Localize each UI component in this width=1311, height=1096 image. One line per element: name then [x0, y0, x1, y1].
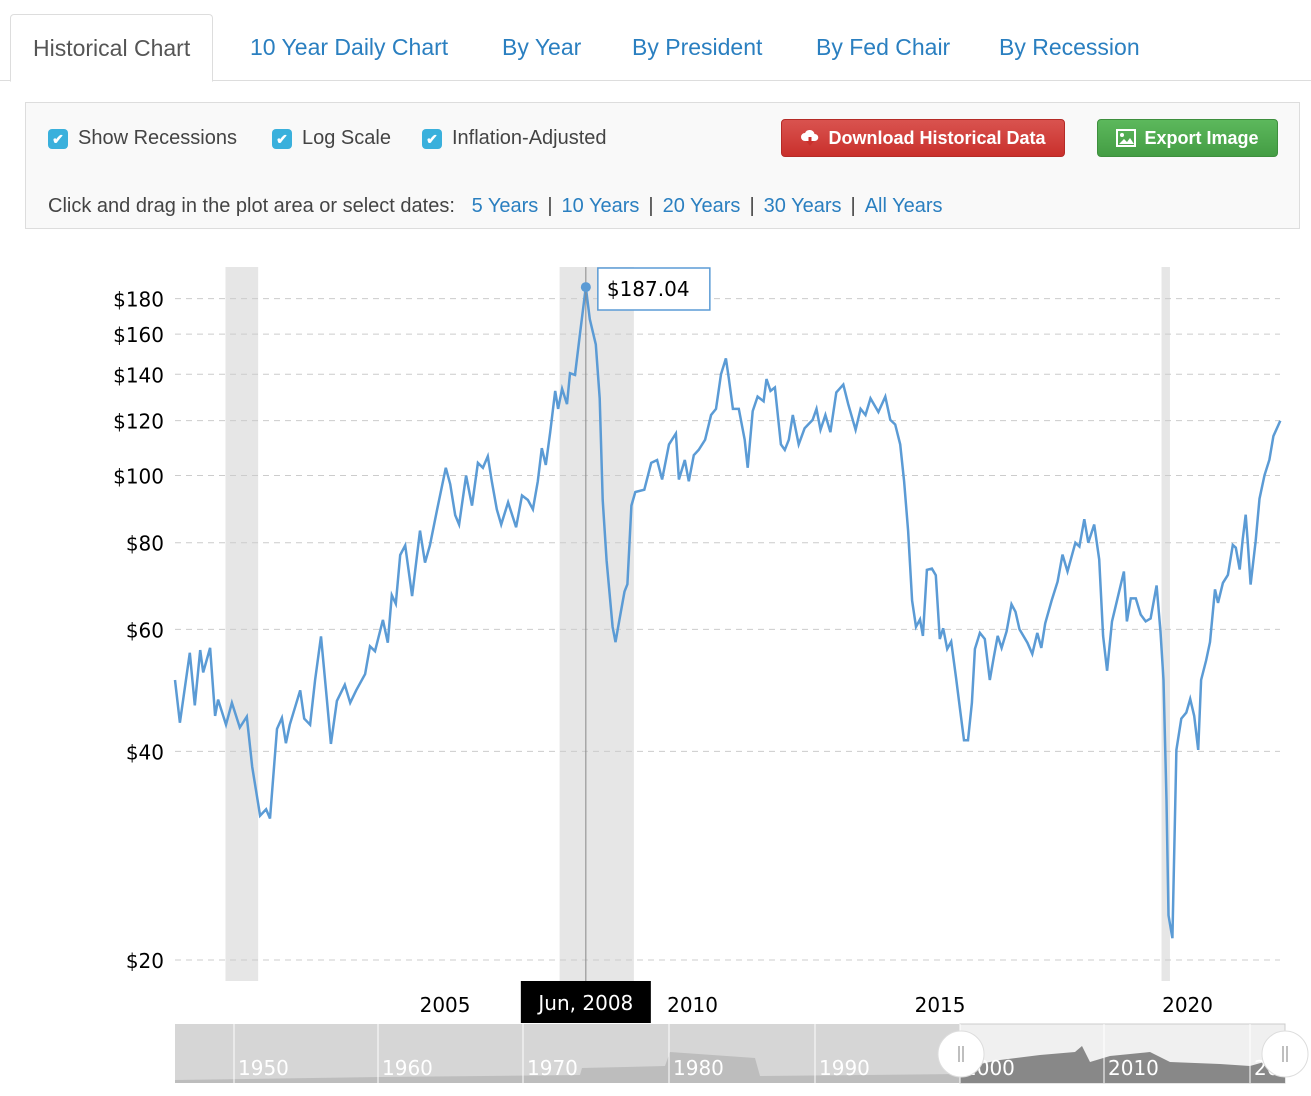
navigator[interactable]: 19501960197019801990200020102020 — [175, 1023, 1309, 1084]
y-tick-label: $60 — [126, 618, 164, 642]
tab-10-year-daily-chart[interactable]: 10 Year Daily Chart — [250, 34, 449, 60]
separator: | — [749, 195, 755, 217]
y-tick-label: $180 — [113, 288, 164, 312]
tab-bar: Historical Chart 10 Year Daily Chart By … — [0, 0, 1311, 82]
separator: | — [547, 195, 553, 217]
y-tick-label: $160 — [113, 323, 164, 347]
recession-band — [559, 267, 634, 981]
date-crosshair-label: Jun, 2008 — [520, 981, 651, 1023]
y-tick-label: $120 — [113, 410, 164, 434]
navigator-year-label: 1970 — [527, 1056, 578, 1080]
tab-historical-chart[interactable]: Historical Chart — [10, 14, 214, 82]
recession-band — [1161, 267, 1170, 981]
range-10-years[interactable]: 10 Years — [561, 195, 640, 217]
y-tick-label: $80 — [126, 532, 164, 556]
x-tick-label: 2005 — [420, 993, 471, 1017]
navigator-year-label: 2010 — [1108, 1056, 1159, 1080]
y-tick-label: $20 — [126, 949, 164, 973]
tab-by-fed-chair[interactable]: By Fed Chair — [816, 34, 951, 60]
navigator-left-handle[interactable] — [937, 1030, 985, 1078]
navigator-year-label: 1960 — [382, 1056, 433, 1080]
show-recessions-checkbox[interactable]: ✔ Show Recessions — [48, 127, 237, 150]
x-tick-label: 2015 — [915, 993, 966, 1017]
navigator-area-history — [175, 1052, 960, 1083]
x-tick-label: 2020 — [1162, 993, 1213, 1017]
navigator-year-label: 1980 — [673, 1056, 724, 1080]
range-20-years[interactable]: 20 Years — [662, 195, 741, 217]
tab-by-president[interactable]: By President — [632, 34, 763, 60]
inflation-adjusted-checkbox[interactable]: ✔ Inflation-Adjusted — [422, 127, 607, 150]
y-tick-label: $100 — [113, 465, 164, 489]
tab-by-year[interactable]: By Year — [502, 34, 582, 60]
y-tick-label: $40 — [126, 740, 164, 764]
separator: | — [648, 195, 654, 217]
range-5-years[interactable]: 5 Years — [471, 195, 539, 217]
download-historical-data-button[interactable]: Download Historical Data — [781, 119, 1065, 157]
checkbox-checked-icon: ✔ — [272, 128, 292, 149]
chart-controls-panel: ✔ Show Recessions ✔ Log Scale ✔ Inflatio… — [25, 102, 1300, 229]
download-label: Download Historical Data — [828, 127, 1046, 148]
export-image-button[interactable]: Export Image — [1097, 119, 1278, 157]
navigator-year-label: 1950 — [238, 1056, 289, 1080]
x-tick-label: 2010 — [667, 993, 718, 1017]
checkbox-checked-icon: ✔ — [48, 128, 68, 149]
tooltip-value: $187.04 — [607, 277, 690, 301]
range-30-years[interactable]: 30 Years — [763, 195, 842, 217]
navigator-mask — [175, 1024, 960, 1083]
export-label: Export Image — [1144, 127, 1259, 148]
navigator-year-label: 1990 — [819, 1056, 870, 1080]
recession-band — [225, 267, 259, 981]
image-icon — [1116, 129, 1137, 147]
series-line — [173, 286, 1282, 939]
hover-point-marker — [580, 282, 591, 293]
tooltip: $187.04 — [597, 267, 711, 311]
inflation-adjusted-label: Inflation-Adjusted — [452, 127, 607, 149]
date-prompt: Click and drag in the plot area or selec… — [48, 195, 455, 217]
date-range-selector: Click and drag in the plot area or selec… — [48, 195, 943, 218]
checkbox-checked-icon: ✔ — [422, 128, 442, 149]
log-scale-label: Log Scale — [302, 127, 391, 149]
navigator-right-handle[interactable] — [1261, 1030, 1309, 1078]
cloud-download-icon — [801, 129, 819, 146]
range-all-years[interactable]: All Years — [864, 195, 943, 217]
separator: | — [850, 195, 856, 217]
log-scale-checkbox[interactable]: ✔ Log Scale — [272, 127, 391, 150]
crosshair-date: Jun, 2008 — [536, 991, 633, 1015]
y-tick-label: $140 — [113, 363, 164, 387]
show-recessions-label: Show Recessions — [78, 127, 237, 149]
tab-by-recession[interactable]: By Recession — [999, 34, 1140, 60]
navigator-area-selected — [960, 1046, 1285, 1083]
